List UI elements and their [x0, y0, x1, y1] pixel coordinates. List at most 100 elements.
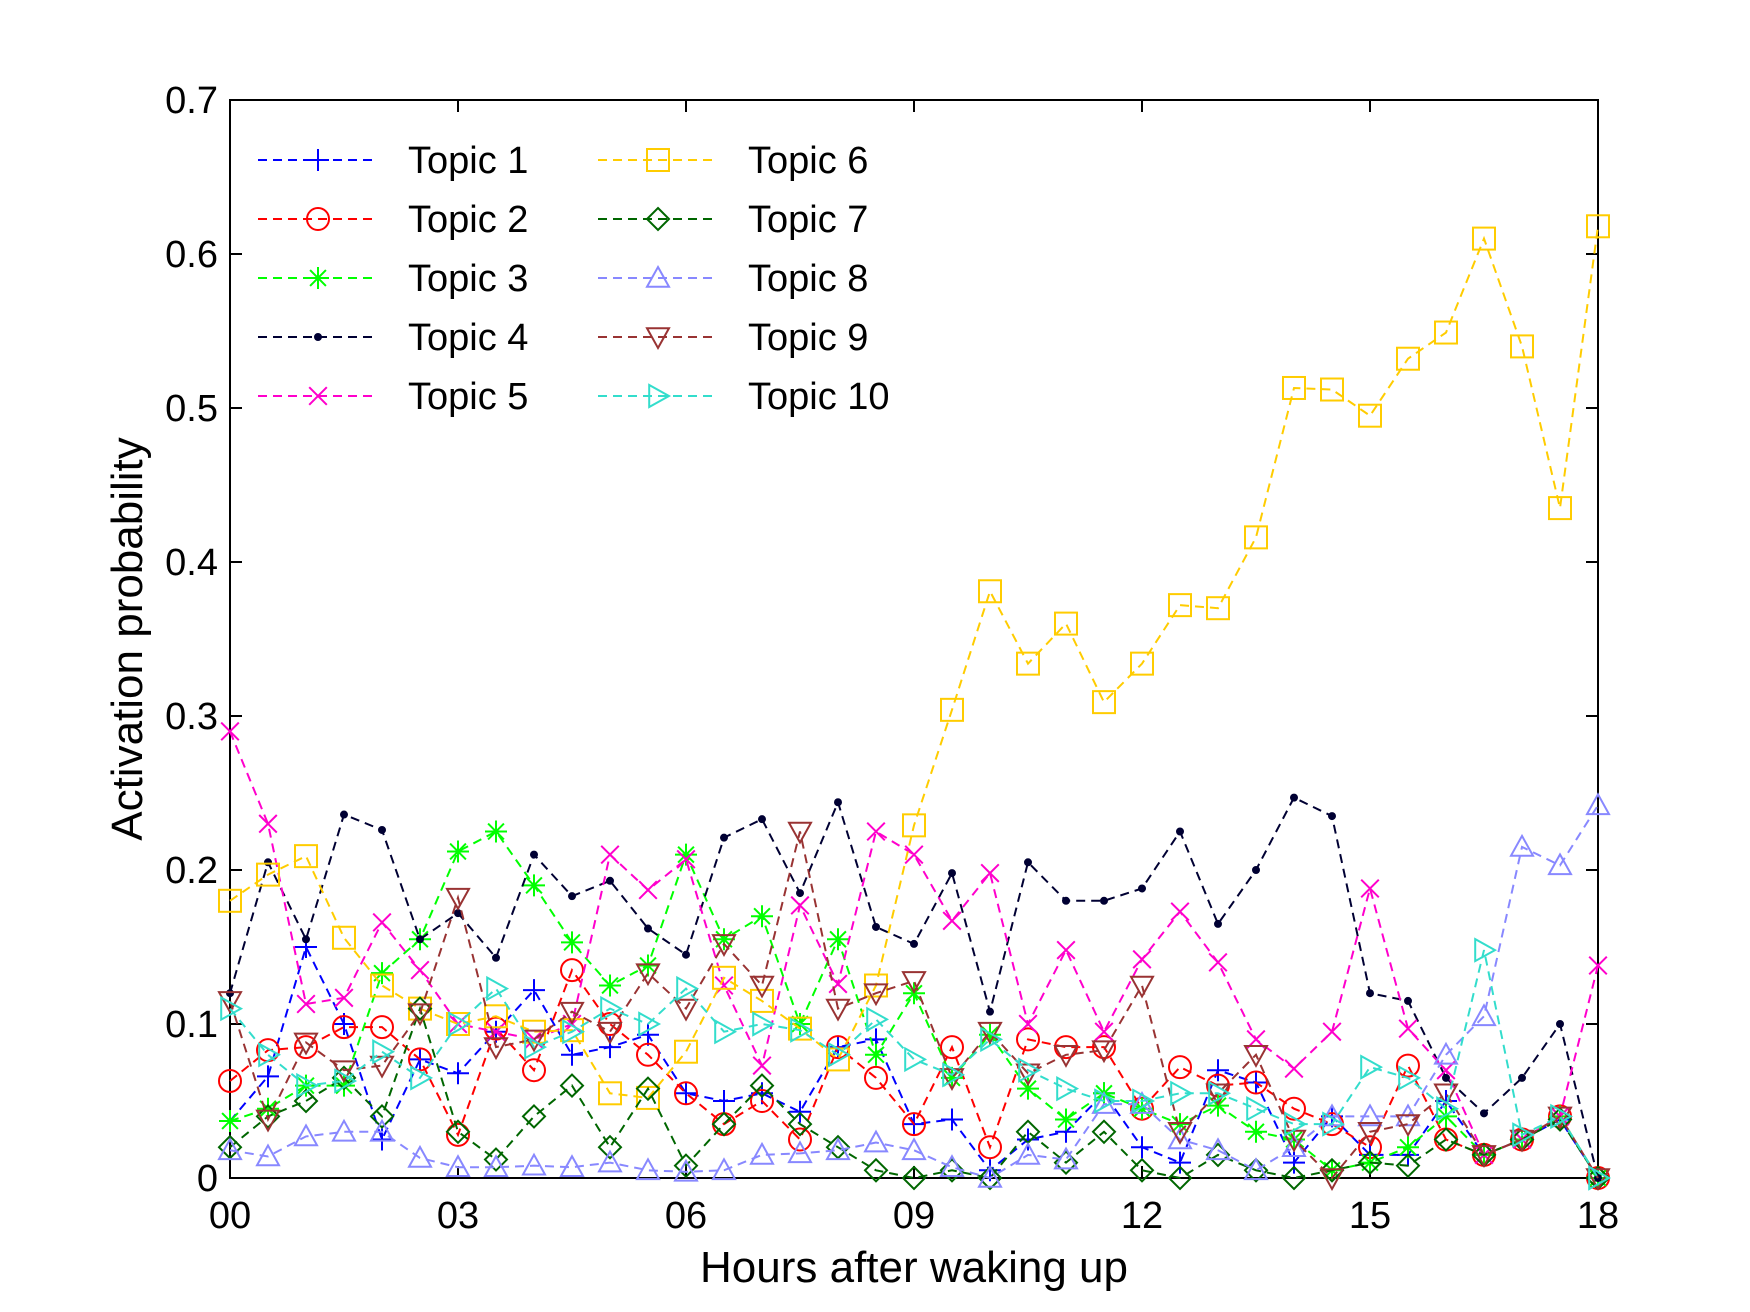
topic-5-point [220, 721, 240, 741]
topic-6-point [1016, 651, 1040, 676]
topic-3-point [1017, 1077, 1039, 1100]
topic-9-point [255, 1109, 281, 1133]
topic-9-point [597, 1021, 623, 1045]
topic-6-point [674, 1039, 698, 1064]
topic-8-point [1471, 1003, 1497, 1027]
topic-8-point [483, 1154, 509, 1178]
topic-6-point [940, 697, 964, 722]
topic-8-point [1547, 852, 1573, 876]
topic-10-point [524, 1034, 548, 1060]
topic-10-point [486, 975, 510, 1002]
topic-10-point [410, 1065, 434, 1091]
topic-5-point [752, 1056, 772, 1076]
topic-7-point [255, 1103, 281, 1129]
topic-3-point [257, 1097, 279, 1120]
x-tick-label: 12 [1121, 1195, 1163, 1237]
topic-5-point [1170, 902, 1190, 922]
topic-4-point [1366, 989, 1374, 998]
topic-1-point [1207, 1059, 1229, 1082]
topic-3-point [865, 1043, 887, 1066]
topic-10-point [1056, 1075, 1080, 1102]
topic-5-point [1018, 1014, 1038, 1034]
topic-8-point [863, 1129, 889, 1153]
topic-3-point [1435, 1105, 1457, 1128]
topic-6-point [1472, 226, 1496, 251]
topic-1-point [447, 1062, 469, 1085]
topic-10-point [828, 1042, 852, 1068]
topic-7-point [1395, 1153, 1421, 1179]
legend-label-topic-1: Topic 1 [408, 140, 528, 182]
series-topic-8 [217, 792, 1611, 1188]
topic-1-point [257, 1065, 279, 1088]
topic-2-point [560, 958, 584, 983]
topic-7-point [787, 1111, 813, 1137]
topic-7-point [1319, 1157, 1345, 1183]
legend-item-topic-6: Topic 6 [598, 140, 868, 182]
topic-9-point [1205, 1083, 1231, 1107]
topic-4-point [1100, 896, 1108, 905]
topic-3-point [675, 843, 697, 866]
topic-1-point [1283, 1151, 1305, 1174]
topic-7-point [635, 1076, 661, 1102]
topic-2-point [1092, 1035, 1116, 1060]
topic-2-point [370, 1015, 394, 1040]
topic-5-point [372, 912, 392, 932]
topic-10-point [1398, 1065, 1422, 1091]
topic-9-point [407, 1003, 433, 1027]
topic-5-point [904, 845, 924, 865]
topic-9-point [521, 1029, 547, 1053]
topic-7-point [1091, 1119, 1117, 1145]
topic-3-point [561, 931, 583, 954]
topic-5-point [1360, 878, 1380, 898]
topic-10-point [1474, 937, 1498, 963]
topic-10-point [1360, 1054, 1384, 1080]
topic-7-point [1433, 1127, 1459, 1152]
x-axis-label: Hours after waking up [700, 1243, 1128, 1292]
topic-10-point [638, 1011, 662, 1037]
topic-6-point [1586, 214, 1610, 239]
axis-ticks: 00 03 06 09 12 15 18 0 0.1 0.2 0.3 0.4 0.5 0.6 0.7 [165, 80, 1619, 1237]
topic-2-point [1168, 1055, 1192, 1080]
topic-6-point [1358, 403, 1382, 428]
topic-2-point [636, 1042, 660, 1067]
topic-6-point [712, 965, 736, 990]
topic-9-point [559, 1001, 585, 1025]
legend-label-topic-9: Topic 9 [748, 317, 868, 359]
topic-4-point [1404, 996, 1412, 1005]
topic-10-point [1284, 1111, 1308, 1137]
topic-8-point [673, 1158, 699, 1182]
topic-6-point [1320, 377, 1344, 402]
topic-3-point [637, 954, 659, 977]
topic-8-point [939, 1154, 965, 1178]
topic-9-point [1509, 1129, 1535, 1153]
topic-4-point [682, 950, 690, 959]
topic-2-point [674, 1081, 698, 1106]
topic-2-point [902, 1112, 926, 1137]
topic-5-point [1588, 955, 1608, 975]
topic-1-point [1017, 1128, 1039, 1151]
topic-7-point [749, 1073, 775, 1099]
topic-4-point [644, 924, 652, 933]
topic-10-point [1246, 1096, 1270, 1122]
topic-6-point [902, 813, 926, 838]
topic-9-point [825, 998, 851, 1022]
topic-6-point [218, 888, 242, 913]
y-tick-label: 0.7 [165, 80, 218, 122]
topic-8-point [217, 1137, 243, 1161]
topic-10-point [980, 1026, 1004, 1053]
topic-7-point [559, 1073, 585, 1099]
topic-8-point [1509, 833, 1535, 857]
topic-4-point [416, 935, 424, 944]
topic-10-point [1018, 1057, 1042, 1083]
topic-7-point [1129, 1157, 1155, 1183]
series-topic-4 [226, 793, 1602, 1182]
topic-4-point [948, 869, 956, 878]
y-tick-label: 0.6 [165, 234, 218, 276]
topic-9-point [1585, 1168, 1611, 1192]
topic-2-point [1016, 1027, 1040, 1052]
topic-4-point [1214, 919, 1222, 928]
topic-4-point [264, 858, 272, 867]
topic-4-point [1252, 866, 1260, 874]
